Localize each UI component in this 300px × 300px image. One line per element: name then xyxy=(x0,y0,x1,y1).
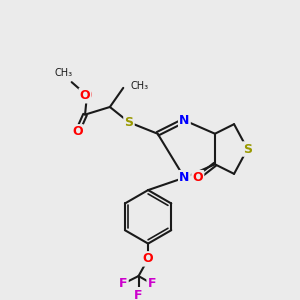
Text: N: N xyxy=(179,171,190,184)
Text: O: O xyxy=(80,89,90,102)
Text: O: O xyxy=(192,171,203,184)
Text: N: N xyxy=(179,114,190,127)
Text: S: S xyxy=(124,116,134,129)
Text: O: O xyxy=(72,125,83,138)
Text: F: F xyxy=(134,289,143,300)
Text: O: O xyxy=(82,89,92,102)
Text: F: F xyxy=(148,277,156,290)
Text: CH₃: CH₃ xyxy=(131,81,149,91)
Text: CH₃: CH₃ xyxy=(55,68,73,78)
Text: O: O xyxy=(143,252,153,266)
Text: S: S xyxy=(243,142,252,155)
Text: F: F xyxy=(119,277,128,290)
